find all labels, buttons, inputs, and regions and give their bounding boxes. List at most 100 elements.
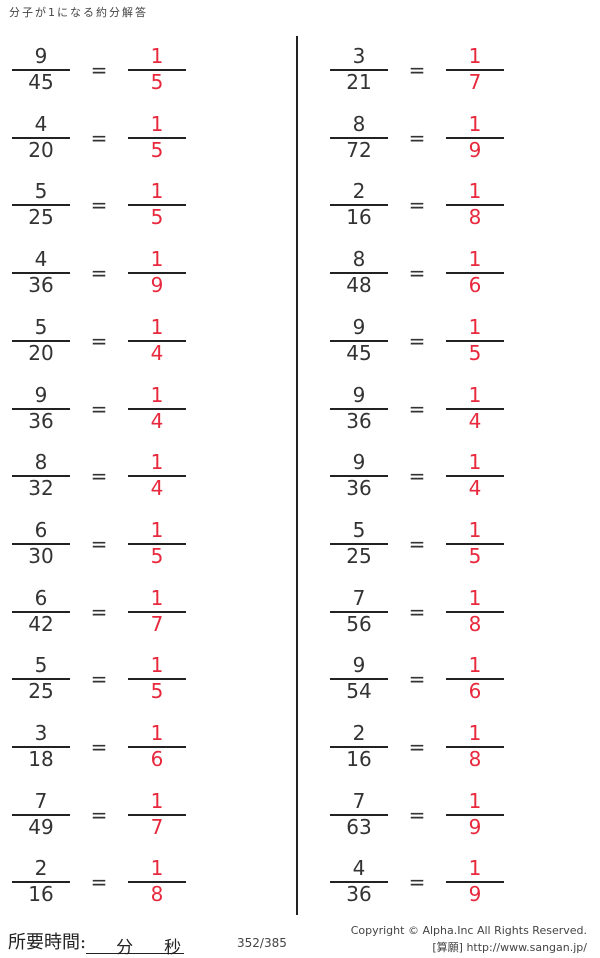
equals-sign: =	[408, 328, 426, 353]
fraction-bar	[12, 136, 70, 139]
fraction-bar	[12, 678, 70, 681]
numerator: 3	[352, 44, 366, 68]
fraction-bar	[446, 272, 504, 275]
fraction-bar	[12, 272, 70, 275]
numerator: 5	[34, 179, 48, 204]
equals-sign: =	[90, 396, 108, 421]
fraction-bar	[330, 678, 388, 681]
equals-sign: =	[90, 193, 108, 218]
denominator: 42	[28, 611, 54, 636]
denominator: 5	[468, 543, 482, 568]
numerator: 8	[352, 247, 366, 272]
equals-sign: =	[90, 464, 108, 489]
denominator: 32	[28, 476, 54, 501]
denominator: 56	[346, 611, 372, 636]
fraction-bar	[128, 542, 186, 545]
numerator: 8	[34, 450, 48, 475]
numerator: 2	[352, 721, 366, 745]
denominator: 21	[346, 70, 372, 94]
fraction-bar	[12, 610, 70, 613]
problem-fraction: 7 63	[330, 790, 388, 840]
denominator: 25	[28, 679, 54, 704]
numerator: 1	[150, 314, 164, 339]
numerator: 1	[468, 247, 482, 272]
denominator: 4	[468, 408, 482, 433]
numerator: 7	[352, 585, 366, 610]
fraction-bar	[128, 272, 186, 275]
equals-sign: =	[90, 328, 108, 353]
page-number: 352/385	[237, 936, 287, 950]
equals-sign: =	[408, 531, 426, 556]
denominator: 5	[150, 543, 164, 568]
fraction-bar	[446, 339, 504, 342]
equals-sign: =	[408, 396, 426, 421]
numerator: 8	[352, 111, 366, 136]
numerator: 5	[34, 314, 48, 339]
denominator: 7	[468, 70, 482, 94]
numerator: 1	[468, 585, 482, 610]
fraction-bar	[446, 475, 504, 478]
fraction-bar	[128, 746, 186, 748]
denominator: 36	[346, 476, 372, 501]
column-divider	[296, 36, 298, 915]
equals-sign: =	[408, 599, 426, 624]
problem-fraction: 2 16	[12, 857, 70, 907]
equals-sign: =	[408, 735, 426, 759]
fraction-bar	[446, 881, 504, 884]
equals-sign: =	[90, 125, 108, 150]
problem-fraction: 3 18	[12, 722, 70, 772]
denominator: 25	[28, 205, 54, 230]
fraction-bar	[330, 69, 388, 71]
numerator: 1	[468, 721, 482, 745]
denominator: 9	[468, 137, 482, 162]
denominator: 20	[28, 340, 54, 365]
numerator: 5	[34, 653, 48, 678]
numerator: 1	[150, 44, 164, 68]
problem-fraction: 8 32	[12, 451, 70, 501]
fraction-bar	[446, 610, 504, 613]
equals-sign: =	[90, 599, 108, 624]
equals-sign: =	[408, 193, 426, 218]
denominator: 4	[468, 476, 482, 501]
time-blank: 分秒	[86, 933, 185, 958]
numerator: 1	[468, 179, 482, 204]
numerator: 1	[468, 314, 482, 339]
numerator: 1	[468, 653, 482, 678]
denominator: 8	[468, 611, 482, 636]
problem-fraction: 9 45	[12, 45, 70, 95]
problem-fraction: 2 16	[330, 180, 388, 230]
equals-sign: =	[408, 667, 426, 692]
fraction-bar	[128, 813, 186, 816]
problem-fraction: 9 36	[330, 384, 388, 434]
copyright-block: Copyright © Alpha.Inc All Rights Reserve…	[351, 922, 587, 956]
denominator: 36	[28, 408, 54, 433]
seconds-label: 秒	[164, 938, 182, 958]
fraction-bar	[446, 813, 504, 816]
fraction-bar	[12, 204, 70, 207]
fraction-bar	[446, 136, 504, 139]
problem-fraction: 8 72	[330, 113, 388, 163]
equals-sign: =	[408, 58, 426, 82]
page-title: 分子が1になる約分解答	[9, 6, 148, 19]
fraction-bar	[330, 475, 388, 478]
numerator: 4	[34, 111, 48, 136]
time-taken: 所要時間: 分秒	[8, 928, 185, 958]
problem-fraction: 9 45	[330, 316, 388, 366]
denominator: 45	[28, 70, 54, 94]
fraction-bar	[330, 881, 388, 884]
numerator: 9	[352, 314, 366, 339]
equals-sign: =	[90, 58, 108, 82]
